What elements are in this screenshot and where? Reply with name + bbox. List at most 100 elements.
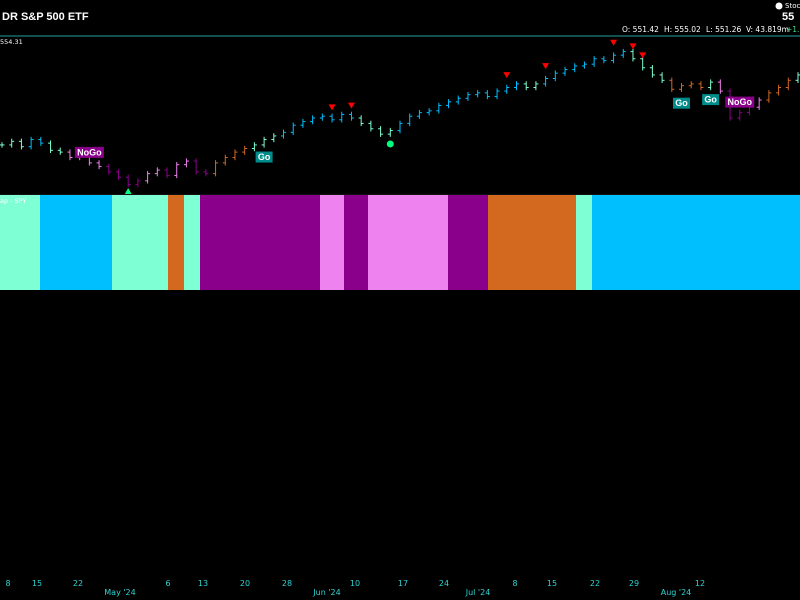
sell-arrow-icon <box>639 52 647 59</box>
price-bar <box>251 142 257 152</box>
x-tick-label: Jul '24 <box>465 588 491 597</box>
price-bar <box>203 169 209 177</box>
panel-segment <box>304 195 313 290</box>
x-tick-label: 8 <box>512 579 517 588</box>
price-bar <box>465 91 471 101</box>
price-bar <box>426 108 432 116</box>
price-bar <box>669 77 675 92</box>
price-bar <box>562 66 568 76</box>
panel-segment <box>664 195 673 290</box>
brand-text: Stock <box>785 2 800 10</box>
price-bar <box>115 169 121 180</box>
panel-segment <box>504 195 513 290</box>
price-bar <box>300 118 306 128</box>
panel-segment <box>520 195 529 290</box>
panel-segment <box>416 195 425 290</box>
panel-segment <box>56 195 65 290</box>
panel-segment <box>104 195 113 290</box>
price-bar <box>416 109 422 119</box>
price-bar <box>310 115 316 125</box>
price-bar <box>232 149 238 161</box>
price-bar <box>679 83 685 92</box>
panel-segment <box>608 195 617 290</box>
indicator-panels: ap - SPY <box>0 194 800 290</box>
panel-segment <box>584 195 593 290</box>
panel-segment <box>384 195 393 290</box>
panel-segment <box>328 195 337 290</box>
x-tick-label: 6 <box>165 579 170 588</box>
panel-segment <box>648 195 657 290</box>
price-bar <box>0 142 5 148</box>
panel-segment <box>136 195 145 290</box>
panel-segment <box>456 195 465 290</box>
panel-segment <box>472 195 481 290</box>
price-line-label: 554.31 <box>0 38 23 46</box>
price-bar <box>397 120 403 134</box>
panel-segment <box>352 195 361 290</box>
price-bar <box>339 111 345 123</box>
price-bar <box>145 170 151 184</box>
panel-segment <box>64 195 73 290</box>
panel-segment <box>792 195 800 290</box>
panel-label: ap - SPY <box>0 197 26 205</box>
price-bar <box>484 90 490 100</box>
signal-badges: NoGo Go Go Go NoGo <box>74 94 755 163</box>
sell-arrow-icon <box>542 63 550 70</box>
panel-segment <box>400 195 409 290</box>
price-bar <box>9 138 15 148</box>
panel-segment <box>0 195 9 290</box>
price-bar <box>446 99 452 109</box>
price-bar <box>67 149 73 161</box>
price-bar <box>708 79 714 91</box>
price-bar <box>271 133 277 143</box>
badge-background <box>255 151 273 163</box>
price-bar <box>659 72 665 83</box>
price-bar <box>475 90 481 98</box>
ohlc-change: +1.3 <box>786 25 800 34</box>
badge-label: Go <box>704 95 717 105</box>
price-bar <box>174 161 180 179</box>
panel-segment <box>768 195 777 290</box>
panel-segment <box>48 195 57 290</box>
price-bar <box>135 178 141 188</box>
panel-segment <box>360 195 369 290</box>
panel-segment <box>528 195 537 290</box>
price-bar <box>543 75 549 87</box>
chart-title: DR S&P 500 ETF <box>2 11 89 23</box>
signal-dot-icon <box>386 140 394 148</box>
panel-segment <box>336 195 345 290</box>
panel-segment <box>192 195 201 290</box>
price-bar <box>183 158 189 168</box>
panel-segment <box>480 195 489 290</box>
panel-segment <box>296 195 305 290</box>
panel-segment <box>240 195 249 290</box>
panel-segment <box>320 195 329 290</box>
price-bar <box>455 95 461 105</box>
price-bar <box>630 48 636 62</box>
price-bar <box>57 147 63 155</box>
price-bar <box>494 88 500 100</box>
price-bar <box>552 70 558 82</box>
panel-segment <box>120 195 129 290</box>
price-bar <box>154 167 160 177</box>
panel-segment <box>680 195 689 290</box>
price-bar <box>776 84 782 96</box>
ohlc-volume: V: 43.819m <box>746 25 789 34</box>
x-tick-label: 28 <box>282 579 292 588</box>
panel-segment <box>688 195 697 290</box>
brand-icon <box>775 2 783 10</box>
price-bar <box>378 126 384 137</box>
sell-arrow-icon <box>629 43 637 50</box>
price-bar <box>329 113 335 123</box>
price-bar <box>785 77 791 91</box>
badge-label: Go <box>675 98 688 108</box>
badge-label: Go <box>258 152 271 162</box>
brand-logo: Stock <box>775 2 800 10</box>
last-price-partial: 55 <box>782 11 794 23</box>
sell-arrow-icon <box>328 104 336 111</box>
panel-segment <box>776 195 785 290</box>
indicator-panel: ap - SPY <box>0 194 800 290</box>
panel-segment <box>72 195 81 290</box>
panel-segment <box>616 195 625 290</box>
